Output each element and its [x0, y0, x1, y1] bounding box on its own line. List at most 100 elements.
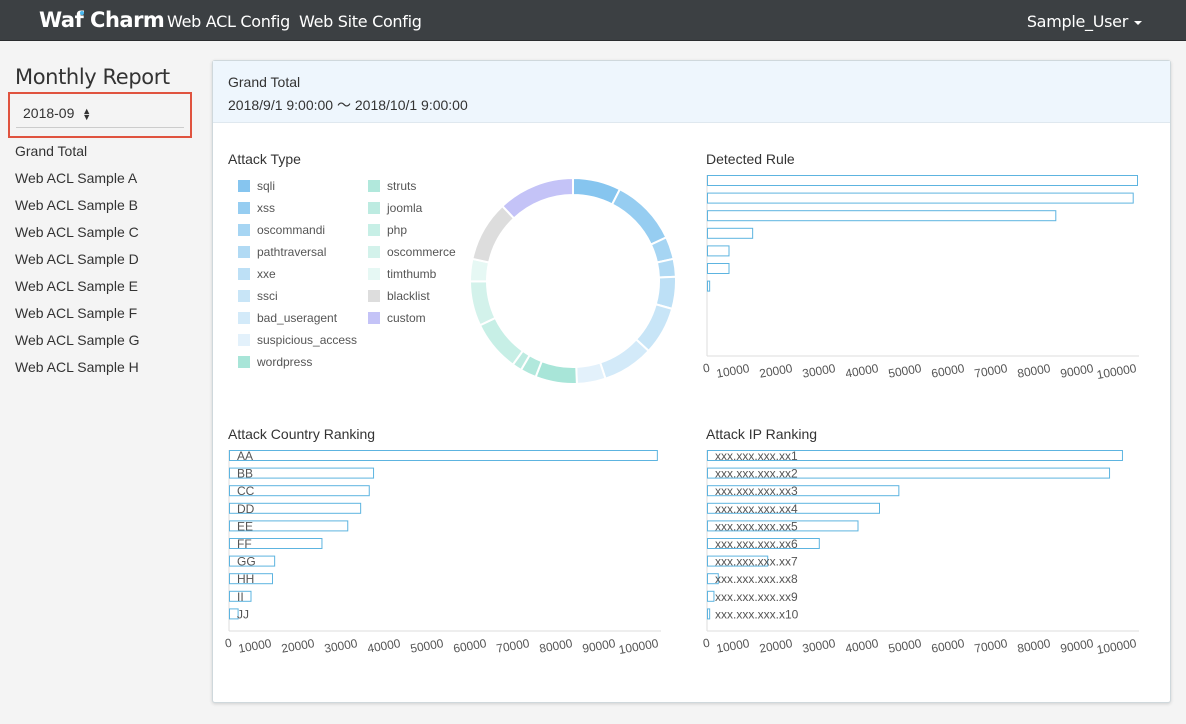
legend-label: suspicious_access — [257, 333, 358, 347]
x-tick-label: 90000 — [581, 636, 617, 656]
x-tick-label: 0 — [703, 636, 711, 651]
ip-ranking-chart: xxx.xxx.xxx.xx1 xxx.xxx.xxx.xx2 xxx.xxx.xx… — [703, 449, 1139, 657]
x-tick-label: 70000 — [973, 361, 1009, 381]
nav-web-acl-config[interactable]: Web ACL Config — [167, 12, 290, 31]
donut-slice[interactable] — [654, 275, 677, 311]
donut-slice[interactable] — [598, 337, 651, 381]
bar[interactable] — [707, 263, 730, 274]
menu-item-sample-e[interactable]: Web ACL Sample E — [15, 278, 138, 294]
bar[interactable] — [707, 227, 754, 239]
x-tick-label: 60000 — [452, 636, 488, 656]
bar[interactable] — [707, 280, 711, 292]
report-period: 2018/9/1 9:00:00 〜 2018/10/1 9:00:00 — [228, 97, 468, 113]
x-tick-label: 40000 — [366, 636, 402, 656]
sidebar: Monthly Report 2018-09 ▲ ▼ Grand Total We… — [0, 41, 198, 724]
legend-label: oscommerce — [387, 245, 456, 259]
bar[interactable] — [229, 485, 370, 497]
bar-label: AA — [237, 449, 253, 463]
legend-label: joomla — [387, 201, 423, 215]
bar-label: BB — [237, 467, 253, 481]
user-name: Sample_User — [1026, 12, 1128, 31]
x-tick-label: 90000 — [1059, 636, 1095, 656]
bar[interactable] — [707, 608, 711, 620]
menu-item-sample-b[interactable]: Web ACL Sample B — [15, 197, 138, 213]
donut-slice[interactable] — [534, 359, 578, 385]
bar[interactable] — [707, 590, 715, 602]
x-tick-label: 40000 — [844, 361, 880, 381]
menu-item-sample-h[interactable]: Web ACL Sample H — [15, 359, 139, 375]
menu-item-sample-g[interactable]: Web ACL Sample G — [15, 332, 140, 348]
menu-item-grand-total[interactable]: Grand Total — [15, 143, 88, 159]
bar-label: CC — [237, 484, 255, 498]
bar[interactable] — [707, 502, 880, 514]
x-tick-label: 20000 — [758, 636, 794, 656]
donut-slice[interactable] — [500, 177, 574, 220]
logo-dot-icon — [80, 11, 84, 15]
bar[interactable] — [229, 555, 276, 567]
bar[interactable] — [229, 538, 323, 549]
x-tick-label: 10000 — [715, 361, 751, 381]
bar[interactable] — [707, 450, 1123, 461]
bar-label: xxx.xxx.xxx.xx3 — [715, 484, 798, 498]
donut-slice[interactable] — [610, 187, 668, 246]
bar[interactable] — [707, 555, 769, 567]
legend-swatch — [238, 290, 250, 302]
x-tick-label: 60000 — [930, 636, 966, 656]
bar[interactable] — [229, 450, 658, 461]
month-select[interactable]: 2018-09 ▲ ▼ — [16, 100, 184, 128]
legend-swatch — [368, 246, 380, 258]
brand-logo[interactable]: Waf Charm — [39, 8, 165, 32]
legend-swatch — [238, 334, 250, 346]
bar[interactable] — [707, 520, 859, 532]
x-tick-label: 80000 — [1016, 636, 1052, 656]
x-tick-label: 90000 — [1059, 361, 1095, 381]
legend-label: sqli — [257, 179, 276, 193]
legend-label: oscommandi — [257, 223, 326, 237]
bar[interactable] — [229, 502, 362, 514]
bar[interactable] — [707, 538, 820, 549]
bar-label: xxx.xxx.xxx.xx4 — [715, 502, 798, 516]
legend-swatch — [368, 268, 380, 280]
donut-slice[interactable] — [572, 177, 622, 206]
bar[interactable] — [707, 192, 1134, 204]
x-tick-label: 30000 — [801, 361, 837, 381]
bar[interactable] — [707, 175, 1138, 186]
x-tick-label: 100000 — [1096, 361, 1138, 382]
bar[interactable] — [229, 520, 349, 532]
menu-item-sample-a[interactable]: Web ACL Sample A — [15, 170, 138, 186]
x-tick-label: 20000 — [758, 361, 794, 381]
menu-item-sample-c[interactable]: Web ACL Sample C — [15, 224, 139, 240]
legend-swatch — [238, 246, 250, 258]
x-tick-label: 100000 — [1096, 636, 1138, 657]
bar-label: xxx.xxx.xxx.x10 — [715, 607, 799, 621]
bar[interactable] — [707, 467, 1111, 479]
bar[interactable] — [229, 590, 252, 602]
bar-label: FF — [237, 537, 252, 551]
brand-name: Waf Charm — [39, 8, 165, 32]
donut-slice[interactable] — [478, 316, 525, 367]
x-tick-label: 100000 — [618, 636, 660, 657]
bar-label: II — [237, 590, 244, 604]
menu-item-sample-d[interactable]: Web ACL Sample D — [15, 251, 139, 267]
bar[interactable] — [707, 245, 730, 257]
donut-slice[interactable] — [575, 361, 607, 385]
user-menu[interactable]: Sample_User — [1027, 12, 1142, 31]
legend-label: struts — [387, 179, 417, 193]
bar[interactable] — [707, 573, 719, 585]
donut-slice[interactable] — [471, 204, 516, 264]
x-tick-label: 0 — [703, 361, 711, 376]
bar[interactable] — [229, 467, 375, 479]
bar[interactable] — [707, 485, 900, 497]
bar[interactable] — [707, 210, 1057, 222]
x-tick-label: 70000 — [973, 636, 1009, 656]
bar[interactable] — [229, 608, 239, 620]
legend-label: timthumb — [387, 267, 437, 281]
bar[interactable] — [229, 573, 273, 585]
bar-label: GG — [237, 555, 256, 569]
x-tick-label: 70000 — [495, 636, 531, 656]
donut-slice[interactable] — [655, 257, 677, 279]
menu-item-sample-f[interactable]: Web ACL Sample F — [15, 305, 138, 321]
x-tick-label: 30000 — [801, 636, 837, 656]
nav-web-site-config[interactable]: Web Site Config — [299, 12, 422, 31]
donut-slice[interactable] — [469, 280, 497, 327]
